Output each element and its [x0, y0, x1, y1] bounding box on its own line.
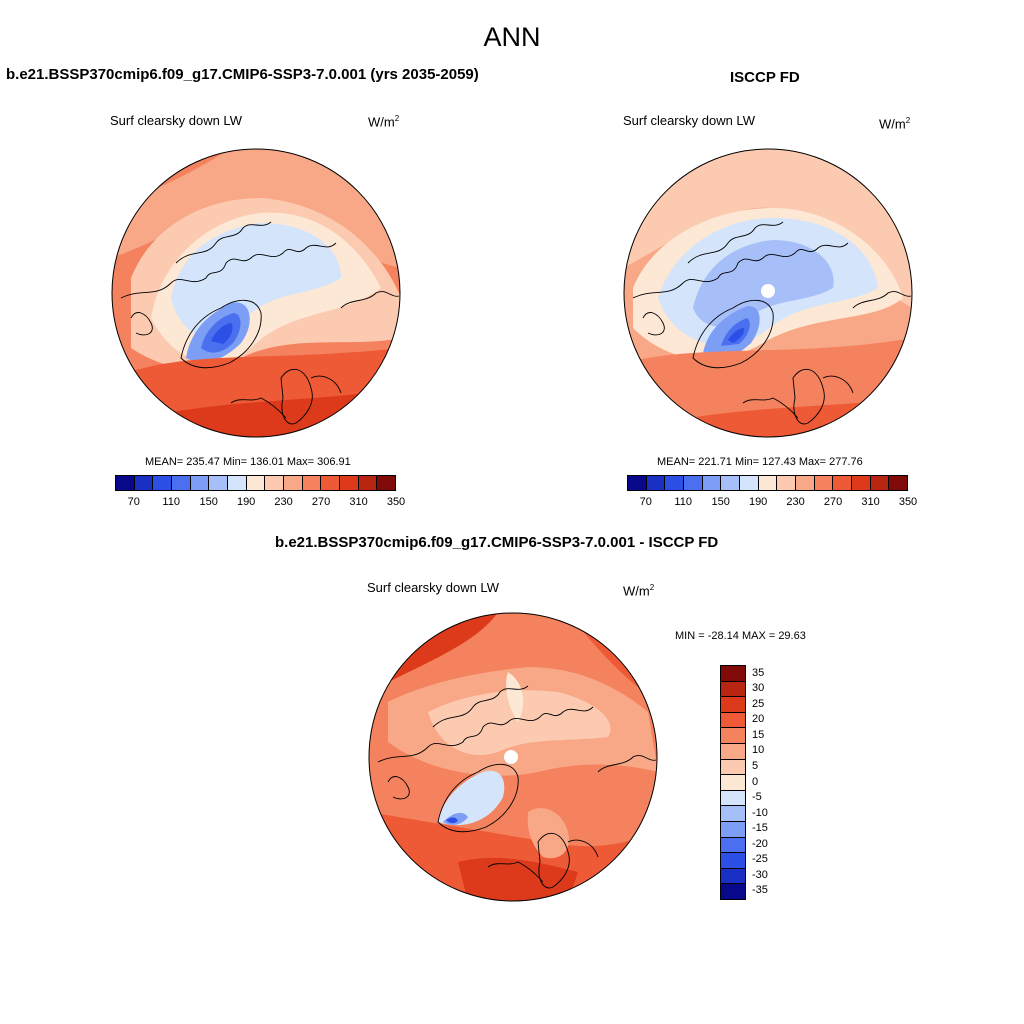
colorbar-swatch	[721, 728, 745, 744]
obs-variable-label: Surf clearsky down LW	[623, 113, 755, 128]
colorbar-swatch	[684, 476, 703, 490]
colorbar-swatch	[721, 775, 745, 791]
model-stats: MEAN= 235.47 Min= 136.01 Max= 306.91	[145, 456, 351, 468]
colorbar-swatch	[721, 868, 745, 885]
colorbar-tick-label: -35	[752, 884, 768, 897]
colorbar-tick-label: 150	[711, 496, 730, 508]
colorbar-swatch	[302, 476, 322, 490]
colorbar-tick-label: 350	[898, 496, 918, 508]
colorbar-tick-label: 150	[199, 496, 218, 508]
colorbar-tick-label: 70	[127, 496, 140, 508]
colorbar-tick-label: 110	[674, 496, 692, 508]
colorbar-swatch	[340, 476, 359, 490]
colorbar-tick-label: 70	[639, 496, 652, 508]
colorbar-tick-label: 110	[162, 496, 180, 508]
model-variable-label: Surf clearsky down LW	[110, 113, 242, 128]
colorbar-tick-label: -25	[752, 853, 768, 866]
colorbar-swatch	[702, 476, 722, 490]
colorbar-swatch	[358, 476, 378, 490]
colorbar-swatch	[646, 476, 666, 490]
colorbar-swatch	[153, 476, 173, 490]
colorbar-swatch	[721, 837, 745, 854]
colorbar-swatch	[721, 821, 745, 838]
obs-stats: MEAN= 221.71 Min= 127.43 Max= 277.76	[657, 456, 863, 468]
colorbar-tick-label: 270	[311, 496, 331, 508]
colorbar-swatch	[870, 476, 890, 490]
diff-colorbar	[720, 665, 746, 900]
colorbar-swatch	[721, 853, 745, 869]
model-units-label: W/m2	[368, 114, 400, 130]
colorbar-swatch	[284, 476, 303, 490]
obs-colorbar	[627, 475, 908, 491]
colorbar-tick-label: -15	[752, 822, 768, 835]
colorbar-swatch	[721, 681, 745, 698]
colorbar-tick-label: -20	[752, 837, 768, 850]
colorbar-tick-label: 35	[752, 666, 765, 679]
obs-units-label: W/m2	[879, 116, 911, 132]
model-polar-map	[111, 148, 401, 438]
colorbar-swatch	[740, 476, 759, 490]
colorbar-swatch	[758, 476, 778, 490]
colorbar-swatch	[814, 476, 834, 490]
colorbar-tick-label: 350	[386, 496, 406, 508]
colorbar-tick-label: 190	[748, 496, 768, 508]
colorbar-tick-label: 230	[274, 496, 293, 508]
colorbar-swatch	[665, 476, 685, 490]
colorbar-swatch	[377, 476, 396, 490]
colorbar-swatch	[721, 806, 745, 822]
colorbar-swatch	[852, 476, 871, 490]
obs-panel-title: ISCCP FD	[730, 69, 800, 86]
colorbar-swatch	[833, 476, 853, 490]
colorbar-swatch	[721, 712, 745, 729]
colorbar-swatch	[190, 476, 210, 490]
colorbar-swatch	[777, 476, 797, 490]
colorbar-tick-label: 230	[786, 496, 805, 508]
colorbar-swatch	[796, 476, 815, 490]
colorbar-swatch	[228, 476, 247, 490]
colorbar-tick-label: -30	[752, 868, 768, 881]
colorbar-swatch	[265, 476, 285, 490]
colorbar-tick-label: 10	[752, 744, 765, 757]
diff-polar-map	[368, 612, 658, 902]
colorbar-tick-label: 25	[752, 697, 765, 710]
colorbar-tick-label: -10	[752, 806, 768, 819]
colorbar-tick-label: 15	[752, 728, 765, 741]
model-colorbar	[115, 475, 396, 491]
colorbar-swatch	[721, 759, 745, 776]
diff-units-label: W/m2	[623, 583, 655, 599]
colorbar-tick-label: 270	[823, 496, 843, 508]
colorbar-tick-label: -5	[752, 791, 762, 804]
diff-variable-label: Surf clearsky down LW	[367, 580, 499, 595]
colorbar-swatch	[721, 884, 745, 899]
colorbar-tick-label: 190	[236, 496, 256, 508]
main-title: ANN	[483, 22, 541, 52]
model-panel-title: b.e21.BSSP370cmip6.f09_g17.CMIP6-SSP3-7.…	[6, 66, 479, 83]
colorbar-tick-label: 5	[752, 759, 759, 772]
colorbar-swatch	[321, 476, 341, 490]
colorbar-tick-label: 310	[861, 496, 880, 508]
diff-panel-title: b.e21.BSSP370cmip6.f09_g17.CMIP6-SSP3-7.…	[275, 534, 719, 551]
colorbar-swatch	[721, 666, 745, 682]
diff-colorbar-ticks: 35 30 25 20 15 10 5 0 -5 -10 -15 -20 -25 -30 -35	[752, 665, 792, 898]
colorbar-swatch	[209, 476, 229, 490]
obs-colorbar-ticks: 70 110 150 190 230 270 310 350	[627, 496, 918, 510]
colorbar-swatch	[721, 476, 741, 490]
diff-stats: MIN = -28.14 MAX = 29.63	[675, 630, 806, 642]
obs-polar-map	[623, 148, 913, 438]
colorbar-swatch	[721, 790, 745, 807]
colorbar-tick-label: 0	[752, 775, 759, 788]
colorbar-swatch	[134, 476, 154, 490]
colorbar-tick-label: 30	[752, 682, 765, 695]
colorbar-swatch	[721, 743, 745, 760]
colorbar-swatch	[116, 476, 135, 490]
colorbar-swatch	[889, 476, 908, 490]
colorbar-swatch	[246, 476, 266, 490]
colorbar-tick-label: 310	[349, 496, 368, 508]
colorbar-swatch	[721, 697, 745, 713]
colorbar-swatch	[172, 476, 191, 490]
model-colorbar-ticks: 70 110 150 190 230 270 310 350	[115, 496, 406, 510]
colorbar-swatch	[628, 476, 647, 490]
colorbar-tick-label: 20	[752, 713, 765, 726]
